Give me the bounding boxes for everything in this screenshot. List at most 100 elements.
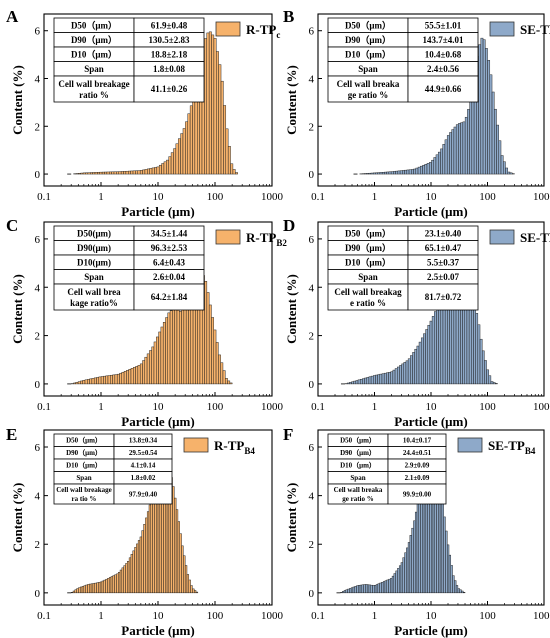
histogram-bar — [162, 322, 166, 385]
histogram-bar — [116, 171, 119, 175]
histogram-bars — [359, 37, 515, 175]
histogram-bar — [377, 583, 380, 594]
histogram-bar — [377, 172, 381, 175]
histogram-bar — [384, 171, 387, 175]
y-tick-label: 4 — [309, 282, 315, 294]
panel-letter: D — [283, 216, 295, 235]
table-value: 29.5±0.54 — [129, 449, 158, 457]
histogram-bar — [409, 535, 412, 594]
histogram-bar — [105, 578, 108, 594]
histogram-bar — [482, 39, 486, 175]
histogram-bar — [366, 173, 369, 175]
y-tick-label: 4 — [309, 491, 315, 503]
x-tick-label: 1 — [98, 610, 104, 622]
histogram-bar — [370, 172, 374, 175]
y-tick-label: 6 — [309, 442, 315, 454]
table-label: Cell wall brea — [67, 287, 121, 297]
histogram-bar — [351, 381, 354, 385]
x-tick-label: 100 — [207, 610, 224, 622]
histogram-bar — [80, 586, 83, 594]
histogram-bar — [145, 517, 148, 594]
histogram-bar — [388, 578, 391, 594]
histogram-bar — [416, 503, 419, 594]
histogram-bar — [374, 585, 377, 594]
histogram-bar — [353, 380, 357, 385]
histogram-bar — [175, 143, 179, 175]
histogram-bar — [388, 171, 392, 175]
histogram-bar — [425, 329, 428, 385]
histogram-bar — [172, 309, 175, 385]
table-label: D50（μm） — [345, 20, 391, 30]
histogram-bar — [149, 168, 153, 175]
histogram-bar — [181, 309, 185, 385]
histogram-bar — [125, 563, 128, 594]
histogram-bar — [78, 587, 81, 594]
histogram-bar — [498, 140, 502, 175]
histogram-bar — [435, 154, 439, 175]
histogram-bar — [394, 368, 398, 385]
histogram-bar — [377, 374, 381, 385]
histogram-bar — [368, 172, 372, 175]
histogram-bar — [478, 44, 482, 175]
histogram-bar — [161, 163, 165, 175]
y-axis-label: Content (%) — [284, 483, 299, 553]
histogram-bar — [148, 504, 152, 594]
histogram-bar — [87, 379, 90, 385]
histogram-bar — [496, 124, 499, 175]
histogram-bar — [168, 156, 172, 175]
y-tick-label: 6 — [35, 26, 41, 38]
y-tick-label: 0 — [35, 588, 41, 600]
histogram-bar — [173, 148, 177, 175]
histogram-bar — [388, 372, 391, 385]
table-label: Span — [350, 474, 365, 482]
histogram-bar — [125, 170, 129, 175]
table-label: D90（μm） — [71, 35, 117, 45]
x-tick-label: 100 — [207, 401, 224, 413]
histogram-bar — [500, 155, 504, 175]
histogram-bar — [128, 170, 131, 175]
legend-label: SE-TPB2 — [520, 230, 550, 248]
table-label: D10（μm） — [66, 462, 102, 470]
histogram-bar — [90, 583, 94, 594]
histogram-bar — [160, 326, 164, 385]
histogram-bar — [166, 159, 169, 175]
histogram-bar — [98, 582, 101, 594]
histogram-bar — [366, 377, 370, 385]
x-tick-label: 10 — [426, 401, 438, 413]
histogram-bar — [401, 363, 405, 385]
stats-table: D50（μm） 23.1±0.40 D90（μm） 65.1±0.47 D10（μm） 5… — [327, 225, 479, 311]
histogram-bar — [426, 163, 430, 175]
histogram-bar — [397, 366, 400, 385]
histogram-bar — [97, 172, 100, 175]
panel-c: C 0 2 4 6 0.1 1 10 100 1000 Particle (μm) Content (… — [6, 216, 287, 429]
histogram-bar — [420, 337, 424, 385]
histogram-bar — [80, 172, 84, 175]
histogram-bar — [139, 536, 142, 594]
histogram-bar — [464, 116, 468, 175]
histogram-bar — [103, 579, 106, 594]
histogram-bar — [185, 301, 189, 385]
histogram-bar — [156, 336, 159, 385]
histogram-bar — [404, 552, 407, 594]
histogram-bar — [185, 121, 188, 175]
histogram-bar — [491, 91, 495, 175]
y-tick-label: 4 — [35, 282, 41, 294]
y-tick-label: 6 — [35, 234, 41, 246]
histogram-bar — [433, 157, 437, 175]
table-value: 24.4±0.51 — [403, 449, 432, 457]
histogram-bar — [85, 172, 89, 175]
histogram-bar — [208, 31, 212, 175]
histogram-bar — [230, 163, 234, 175]
histogram-bar — [397, 170, 401, 175]
histogram-bar — [220, 362, 224, 385]
table-value: 97.9±0.40 — [129, 490, 158, 498]
table-value: 2.5±0.07 — [427, 272, 459, 282]
histogram-bar — [144, 356, 148, 385]
histogram-bar — [379, 172, 383, 175]
histogram-bar — [461, 590, 464, 594]
table-value: 41.1±0.26 — [151, 84, 188, 94]
histogram-bar — [110, 374, 113, 385]
stats-table: D50（μm） 55.5±1.01 D90（μm） 143.7±4.01 D10（μm）… — [327, 17, 479, 103]
histogram-bar — [206, 292, 210, 385]
table-label: Cell wall breaka — [334, 486, 383, 494]
